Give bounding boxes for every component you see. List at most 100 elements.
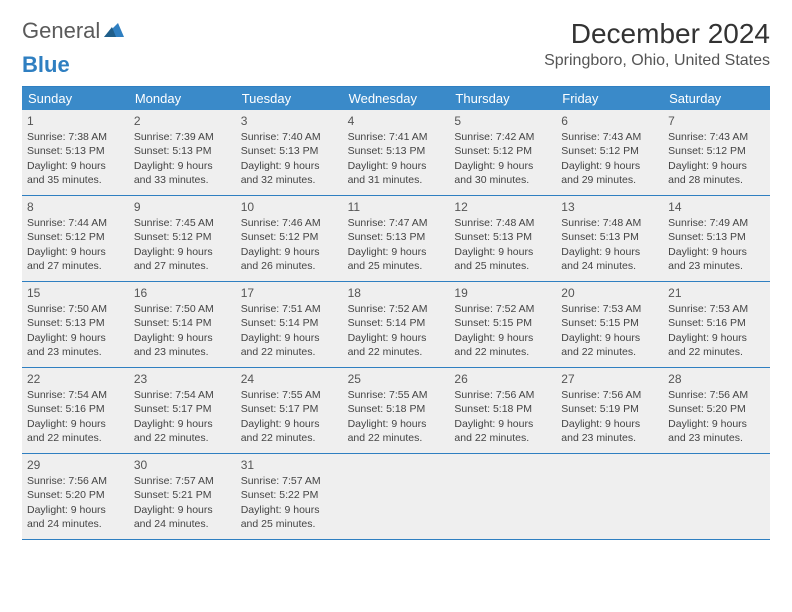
sunrise-text: Sunrise: 7:57 AM — [134, 474, 231, 488]
sunset-text: Sunset: 5:18 PM — [454, 402, 551, 416]
day-cell: 23Sunrise: 7:54 AMSunset: 5:17 PMDayligh… — [129, 368, 236, 454]
sunset-text: Sunset: 5:13 PM — [348, 144, 445, 158]
sunrise-text: Sunrise: 7:55 AM — [348, 388, 445, 402]
empty-cell — [556, 454, 663, 540]
day-cell: 30Sunrise: 7:57 AMSunset: 5:21 PMDayligh… — [129, 454, 236, 540]
day-cell: 9Sunrise: 7:45 AMSunset: 5:12 PMDaylight… — [129, 196, 236, 282]
weekday-header: Wednesday — [343, 87, 450, 110]
sunrise-text: Sunrise: 7:47 AM — [348, 216, 445, 230]
day-cell: 26Sunrise: 7:56 AMSunset: 5:18 PMDayligh… — [449, 368, 556, 454]
sunset-text: Sunset: 5:13 PM — [27, 144, 124, 158]
sunset-text: Sunset: 5:15 PM — [561, 316, 658, 330]
sunrise-text: Sunrise: 7:45 AM — [134, 216, 231, 230]
sunrise-text: Sunrise: 7:53 AM — [668, 302, 765, 316]
sunrise-text: Sunrise: 7:52 AM — [348, 302, 445, 316]
day-cell: 15Sunrise: 7:50 AMSunset: 5:13 PMDayligh… — [22, 282, 129, 368]
day-number: 25 — [348, 371, 445, 387]
sunset-text: Sunset: 5:13 PM — [134, 144, 231, 158]
day-number: 31 — [241, 457, 338, 473]
sunset-text: Sunset: 5:15 PM — [454, 316, 551, 330]
daylight-text: Daylight: 9 hours and 24 minutes. — [134, 503, 231, 531]
daylight-text: Daylight: 9 hours and 24 minutes. — [561, 245, 658, 273]
daylight-text: Daylight: 9 hours and 23 minutes. — [668, 417, 765, 445]
day-number: 21 — [668, 285, 765, 301]
day-cell: 29Sunrise: 7:56 AMSunset: 5:20 PMDayligh… — [22, 454, 129, 540]
sunset-text: Sunset: 5:13 PM — [348, 230, 445, 244]
sunrise-text: Sunrise: 7:57 AM — [241, 474, 338, 488]
day-number: 22 — [27, 371, 124, 387]
day-number: 20 — [561, 285, 658, 301]
sunrise-text: Sunrise: 7:48 AM — [561, 216, 658, 230]
location: Springboro, Ohio, United States — [544, 52, 770, 70]
sunrise-text: Sunrise: 7:44 AM — [27, 216, 124, 230]
sunrise-text: Sunrise: 7:49 AM — [668, 216, 765, 230]
day-cell: 24Sunrise: 7:55 AMSunset: 5:17 PMDayligh… — [236, 368, 343, 454]
day-number: 29 — [27, 457, 124, 473]
day-number: 12 — [454, 199, 551, 215]
daylight-text: Daylight: 9 hours and 25 minutes. — [348, 245, 445, 273]
weekday-header: Tuesday — [236, 87, 343, 110]
sunrise-text: Sunrise: 7:56 AM — [454, 388, 551, 402]
sunrise-text: Sunrise: 7:54 AM — [27, 388, 124, 402]
daylight-text: Daylight: 9 hours and 22 minutes. — [241, 331, 338, 359]
day-cell: 11Sunrise: 7:47 AMSunset: 5:13 PMDayligh… — [343, 196, 450, 282]
sunset-text: Sunset: 5:17 PM — [134, 402, 231, 416]
daylight-text: Daylight: 9 hours and 26 minutes. — [241, 245, 338, 273]
daylight-text: Daylight: 9 hours and 22 minutes. — [348, 417, 445, 445]
day-number: 28 — [668, 371, 765, 387]
day-number: 11 — [348, 199, 445, 215]
weekday-header: Saturday — [663, 87, 770, 110]
daylight-text: Daylight: 9 hours and 27 minutes. — [27, 245, 124, 273]
daylight-text: Daylight: 9 hours and 35 minutes. — [27, 159, 124, 187]
day-cell: 7Sunrise: 7:43 AMSunset: 5:12 PMDaylight… — [663, 110, 770, 196]
daylight-text: Daylight: 9 hours and 23 minutes. — [561, 417, 658, 445]
empty-cell — [663, 454, 770, 540]
sunrise-text: Sunrise: 7:43 AM — [561, 130, 658, 144]
day-number: 13 — [561, 199, 658, 215]
day-cell: 5Sunrise: 7:42 AMSunset: 5:12 PMDaylight… — [449, 110, 556, 196]
weekday-header: Sunday — [22, 87, 129, 110]
sunset-text: Sunset: 5:22 PM — [241, 488, 338, 502]
sunset-text: Sunset: 5:20 PM — [27, 488, 124, 502]
day-number: 1 — [27, 113, 124, 129]
day-cell: 16Sunrise: 7:50 AMSunset: 5:14 PMDayligh… — [129, 282, 236, 368]
daylight-text: Daylight: 9 hours and 23 minutes. — [134, 331, 231, 359]
day-cell: 31Sunrise: 7:57 AMSunset: 5:22 PMDayligh… — [236, 454, 343, 540]
day-cell: 3Sunrise: 7:40 AMSunset: 5:13 PMDaylight… — [236, 110, 343, 196]
sunrise-text: Sunrise: 7:54 AM — [134, 388, 231, 402]
daylight-text: Daylight: 9 hours and 22 minutes. — [241, 417, 338, 445]
day-cell: 8Sunrise: 7:44 AMSunset: 5:12 PMDaylight… — [22, 196, 129, 282]
weekday-header: Monday — [129, 87, 236, 110]
sunset-text: Sunset: 5:13 PM — [241, 144, 338, 158]
sunrise-text: Sunrise: 7:50 AM — [134, 302, 231, 316]
sunset-text: Sunset: 5:12 PM — [454, 144, 551, 158]
sunrise-text: Sunrise: 7:56 AM — [27, 474, 124, 488]
day-cell: 19Sunrise: 7:52 AMSunset: 5:15 PMDayligh… — [449, 282, 556, 368]
sunset-text: Sunset: 5:16 PM — [668, 316, 765, 330]
day-cell: 10Sunrise: 7:46 AMSunset: 5:12 PMDayligh… — [236, 196, 343, 282]
sunrise-text: Sunrise: 7:53 AM — [561, 302, 658, 316]
daylight-text: Daylight: 9 hours and 29 minutes. — [561, 159, 658, 187]
day-number: 5 — [454, 113, 551, 129]
daylight-text: Daylight: 9 hours and 23 minutes. — [668, 245, 765, 273]
day-number: 10 — [241, 199, 338, 215]
daylight-text: Daylight: 9 hours and 24 minutes. — [27, 503, 124, 531]
daylight-text: Daylight: 9 hours and 28 minutes. — [668, 159, 765, 187]
day-cell: 14Sunrise: 7:49 AMSunset: 5:13 PMDayligh… — [663, 196, 770, 282]
sunset-text: Sunset: 5:20 PM — [668, 402, 765, 416]
sunrise-text: Sunrise: 7:40 AM — [241, 130, 338, 144]
daylight-text: Daylight: 9 hours and 23 minutes. — [27, 331, 124, 359]
day-number: 24 — [241, 371, 338, 387]
day-number: 3 — [241, 113, 338, 129]
day-cell: 25Sunrise: 7:55 AMSunset: 5:18 PMDayligh… — [343, 368, 450, 454]
day-cell: 6Sunrise: 7:43 AMSunset: 5:12 PMDaylight… — [556, 110, 663, 196]
day-cell: 13Sunrise: 7:48 AMSunset: 5:13 PMDayligh… — [556, 196, 663, 282]
sunrise-text: Sunrise: 7:55 AM — [241, 388, 338, 402]
day-number: 4 — [348, 113, 445, 129]
sunrise-text: Sunrise: 7:51 AM — [241, 302, 338, 316]
sunset-text: Sunset: 5:17 PM — [241, 402, 338, 416]
day-cell: 1Sunrise: 7:38 AMSunset: 5:13 PMDaylight… — [22, 110, 129, 196]
day-number: 7 — [668, 113, 765, 129]
sunset-text: Sunset: 5:19 PM — [561, 402, 658, 416]
sunrise-text: Sunrise: 7:42 AM — [454, 130, 551, 144]
